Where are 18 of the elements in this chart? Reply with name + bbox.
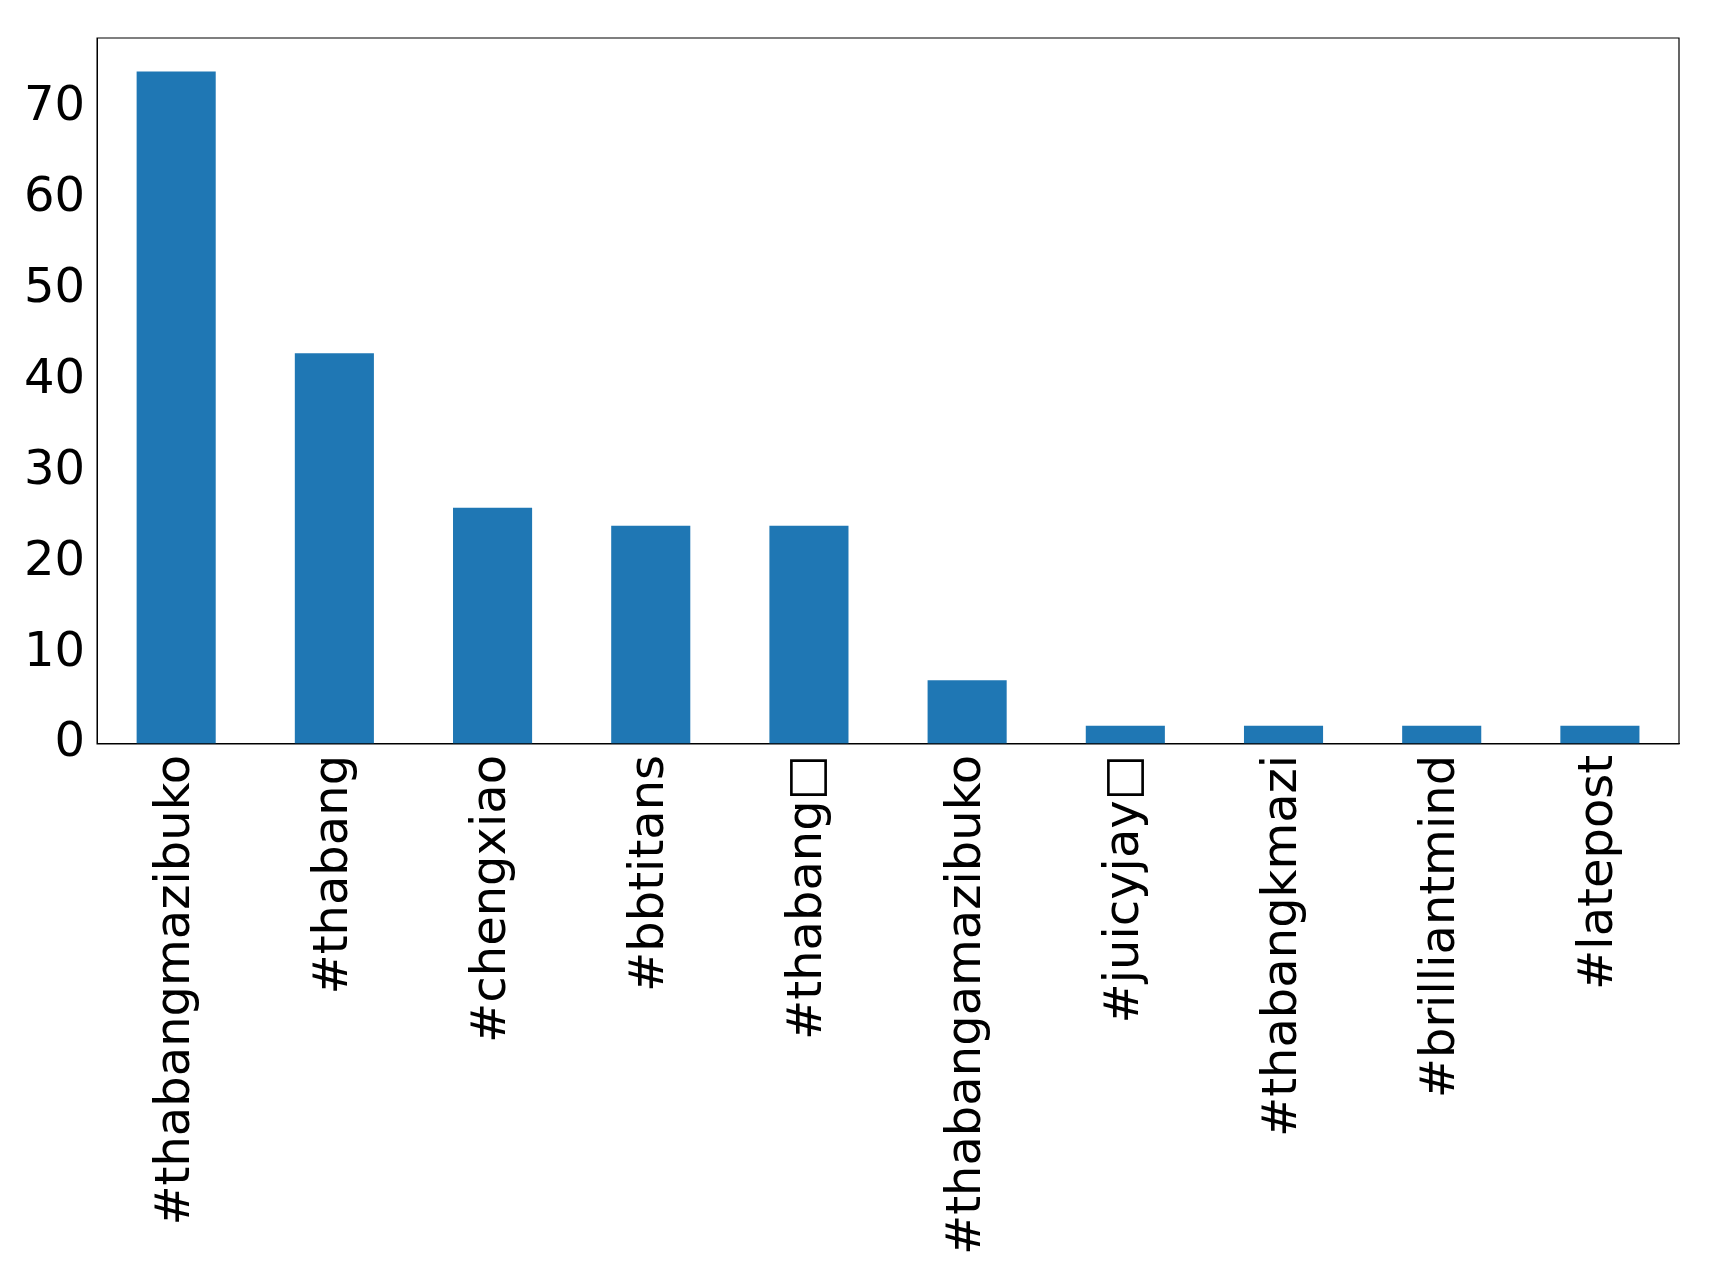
x-tick-label: #brilliantmind	[1409, 754, 1466, 1099]
y-tick-label: 20	[24, 529, 86, 586]
x-tick-label: #thabangkmazi	[1250, 754, 1307, 1138]
y-tick-label: 70	[24, 75, 86, 132]
x-tick-label: #juicyjay□	[1092, 754, 1149, 1024]
x-tick-label: #bbtitans	[618, 754, 675, 992]
y-tick-label: 50	[24, 257, 86, 314]
x-tick-label: #thabangamazibuko	[934, 754, 991, 1255]
x-tick-label: #thabangmazibuko	[143, 754, 200, 1226]
y-tick-label: 10	[24, 620, 86, 677]
x-tick-label: #latepost	[1567, 754, 1624, 990]
x-tick-label: #chengxiao	[460, 754, 517, 1043]
x-tick-label: #thabang□	[776, 754, 833, 1040]
y-tick-label: 30	[24, 438, 86, 495]
x-tick-label: #thabang	[301, 754, 358, 995]
y-tick-label: 0	[54, 711, 86, 768]
y-tick-label: 40	[24, 347, 86, 404]
y-tick-label: 60	[24, 166, 86, 223]
